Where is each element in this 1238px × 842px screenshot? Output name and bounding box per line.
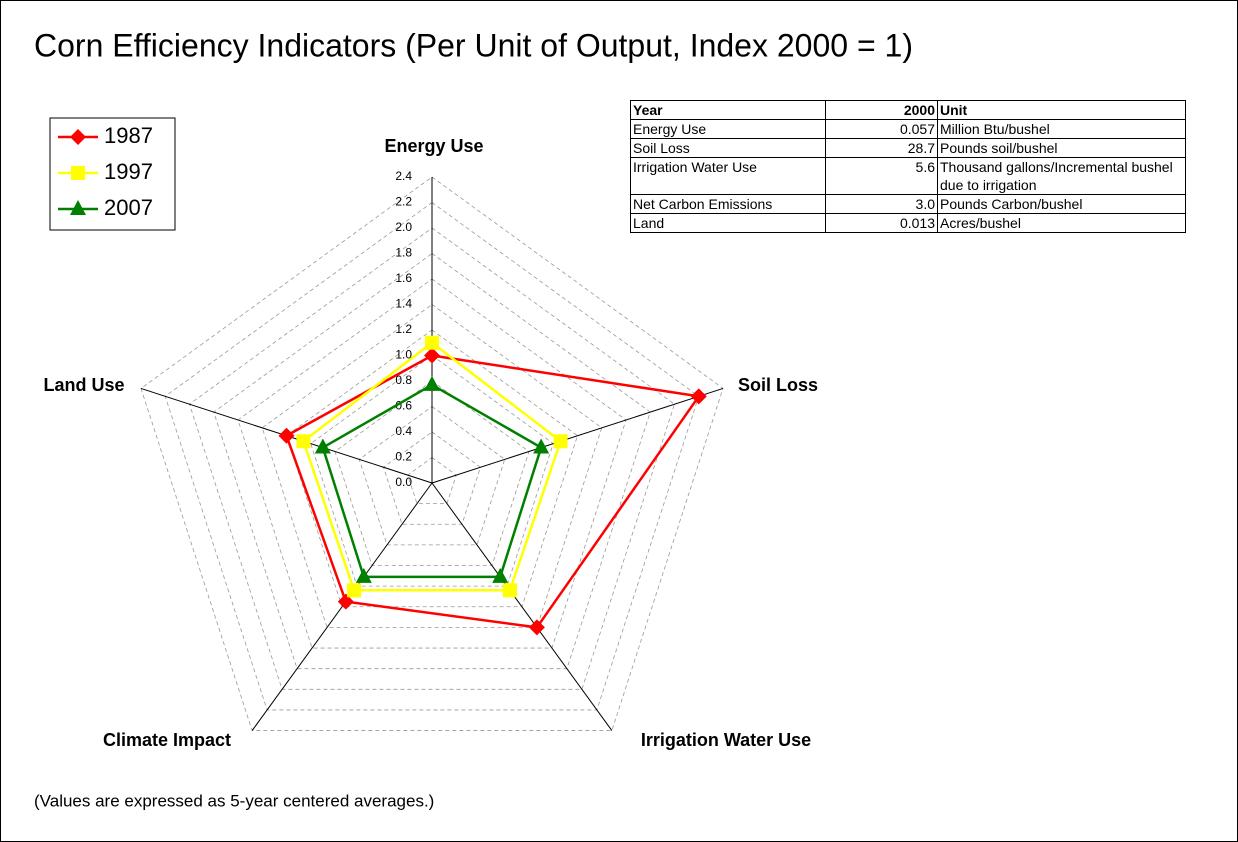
series-line — [321, 383, 543, 579]
grid-line — [164, 202, 700, 711]
table-cell: Pounds soil/bushel — [937, 138, 1186, 158]
axis-line — [431, 387, 724, 484]
r-tick-label: 1.4 — [395, 297, 412, 311]
legend-label: 1987 — [104, 123, 153, 148]
table-row: Net Carbon Emissions 3.0 Pounds Carbon/bus… — [630, 194, 1186, 214]
grid-line — [286, 329, 578, 608]
data-point — [533, 438, 550, 454]
legend-label: 2007 — [104, 195, 153, 220]
table-cell: Million Btu/bushel — [937, 119, 1186, 139]
data-point — [278, 427, 295, 444]
data-point — [528, 619, 545, 636]
table-cell: Pounds Carbon/bushel — [937, 194, 1186, 214]
table-cell: 0.013 — [825, 213, 938, 233]
grid-line — [310, 355, 554, 587]
grid-line — [383, 431, 481, 525]
grid-line — [237, 278, 627, 649]
data-point — [492, 567, 509, 583]
r-tick-label: 0.4 — [395, 424, 412, 438]
data-point — [424, 375, 440, 391]
axis-label: Energy Use — [384, 136, 483, 156]
data-point — [690, 388, 707, 405]
r-tick-label: 1.6 — [395, 271, 412, 285]
r-tick-label: 1.0 — [395, 348, 412, 362]
r-tick-label: 0.2 — [395, 450, 412, 464]
table-cell: Thousand gallons/Incremental bushel due … — [937, 157, 1186, 195]
table-row: Land 0.013 Acres/bushel — [630, 213, 1186, 233]
data-point — [424, 347, 440, 364]
table-row: Irrigation Water Use 5.6 Thousand gallons/… — [630, 157, 1186, 195]
unit-table: Year 2000 Unit Energy Use 0.057 Million Btu/b… — [630, 100, 1186, 233]
table-cell: 0.057 — [825, 119, 938, 139]
r-tick-label: 0.8 — [395, 373, 412, 387]
data-point — [502, 583, 517, 598]
legend-label: 1997 — [104, 159, 153, 184]
grid-line — [189, 227, 675, 690]
table-cell: Acres/bushel — [937, 213, 1186, 233]
r-tick-label: 1.2 — [395, 322, 412, 336]
table-header: Year 2000 Unit — [630, 100, 1186, 120]
series-line — [284, 354, 701, 629]
table-cell: 5.6 — [825, 157, 938, 195]
grid-line — [140, 176, 724, 731]
data-point — [425, 335, 439, 350]
legend-marker — [71, 166, 85, 180]
table-cell: Net Carbon Emissions — [630, 194, 826, 214]
table-cell: Irrigation Water Use — [630, 157, 826, 195]
grid-line — [358, 406, 506, 546]
r-tick-label: 2.0 — [395, 220, 412, 234]
table-row: Energy Use 0.057 Million Btu/bushel — [630, 119, 1186, 139]
data-point — [296, 434, 311, 449]
grid-line — [407, 457, 457, 505]
chart-title: Corn Efficiency Indicators (Per Unit of … — [34, 27, 913, 63]
table-cell: 2000 — [825, 100, 938, 120]
grid-line — [334, 380, 530, 566]
data-point — [337, 593, 354, 610]
data-point — [347, 583, 362, 598]
table-cell: Unit — [937, 100, 1186, 120]
table-cell: 28.7 — [825, 138, 938, 158]
r-tick-label: 2.4 — [395, 169, 412, 183]
axis-label: Irrigation Water Use — [641, 730, 811, 750]
axis-label: Land Use — [43, 375, 124, 395]
legend-marker — [70, 129, 86, 145]
note: (Values are expressed as 5-year centered… — [34, 791, 434, 810]
axis-line — [251, 482, 433, 731]
data-point — [355, 567, 372, 583]
grid-line — [213, 253, 651, 670]
r-tick-label: 2.2 — [395, 195, 412, 209]
data-point — [553, 434, 568, 449]
legend-marker — [70, 200, 86, 215]
table-row: Soil Loss 28.7 Pounds soil/bushel — [630, 138, 1186, 158]
table-cell: 3.0 — [825, 194, 938, 214]
data-point — [314, 438, 331, 454]
table-cell: Year — [630, 100, 826, 120]
r-tick-label: 1.8 — [395, 246, 412, 260]
axis-line — [431, 482, 613, 731]
table-cell: Energy Use — [630, 119, 826, 139]
axis-label: Soil Loss — [738, 375, 818, 395]
table-cell: Soil Loss — [630, 138, 826, 158]
series-line — [301, 341, 563, 592]
axis-label: Climate Impact — [103, 730, 231, 750]
r-tick-label: 0.0 — [395, 475, 412, 489]
table-cell: Land — [630, 213, 826, 233]
